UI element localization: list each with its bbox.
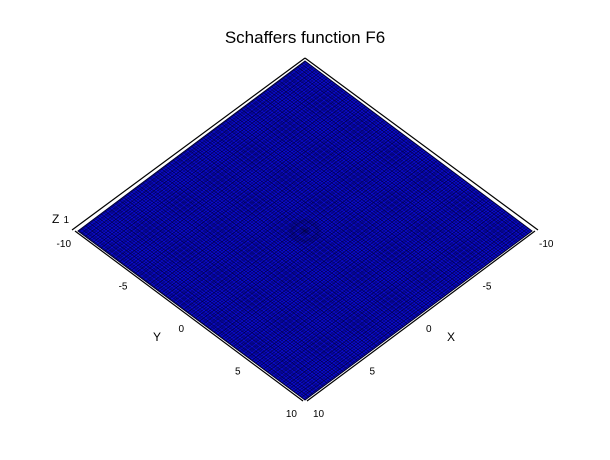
z-axis-label: Z: [52, 212, 59, 226]
y-tick-label: 5: [235, 367, 241, 378]
y-axis-line: [74, 230, 304, 402]
y-tick-label: 0: [178, 324, 184, 335]
mesh-line-y: [100, 213, 328, 384]
x-axis-label: X: [447, 330, 455, 344]
mesh-line-x: [293, 222, 521, 392]
mesh-line-y: [81, 227, 309, 398]
axis-frame-top-left: [71, 57, 306, 231]
z-tick-label: 1: [63, 215, 69, 226]
mesh-line-y: [92, 219, 321, 389]
tick-labels: -10 -5 0 5 10 -10 -5 0 5 10 1: [57, 215, 554, 420]
mesh-line-x: [285, 216, 514, 387]
x-tick-label: 0: [426, 324, 432, 335]
mesh-line-y: [85, 225, 313, 395]
surface-center-ripples: [245, 186, 365, 276]
mesh-line-y: [89, 222, 317, 392]
mesh-line-y: [115, 202, 343, 373]
chart-title: Schaffers function F6: [225, 28, 385, 47]
x-tick-label: 10: [313, 409, 325, 420]
mesh-line-x: [270, 205, 499, 375]
x-tick-label: -5: [483, 282, 492, 293]
mesh-line-x: [297, 225, 525, 395]
mesh-line-y: [104, 210, 332, 381]
mesh-line-x: [274, 208, 502, 378]
y-tick-label: -5: [119, 282, 128, 293]
mesh-line-y: [108, 208, 336, 378]
axis-frame-top-right: [304, 57, 539, 231]
mesh-line-y: [111, 205, 340, 375]
mesh-line-x: [301, 227, 529, 398]
y-tick-label: 10: [286, 409, 298, 420]
y-tick-label: -10: [57, 239, 72, 250]
mesh-line-y: [96, 216, 325, 387]
x-tick-label: 5: [370, 367, 376, 378]
mesh-line-x: [289, 219, 518, 389]
mesh-line-x: [278, 210, 506, 381]
x-axis-line: [306, 230, 536, 402]
x-tick-label: -10: [539, 239, 554, 250]
y-axis-label: Y: [153, 330, 161, 344]
mesh-line-x: [282, 213, 510, 384]
